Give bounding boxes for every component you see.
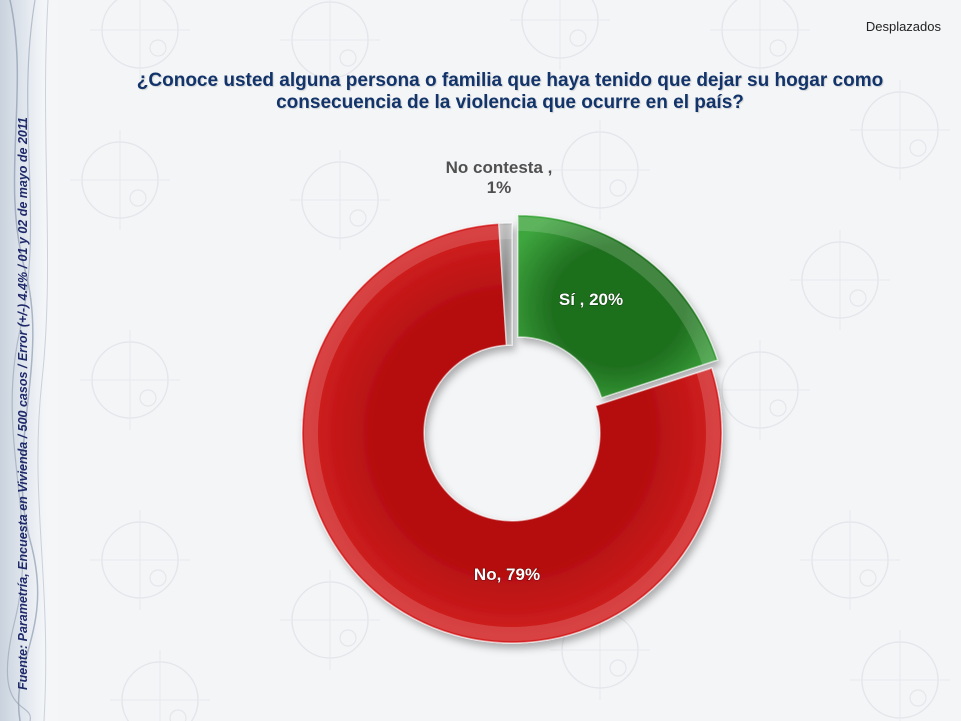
label-no: No, 79% <box>474 565 540 584</box>
watermark-motif <box>710 340 810 440</box>
slice-no-contesta-bevel <box>498 225 512 240</box>
watermark-motif <box>850 80 950 180</box>
watermark-motif <box>90 0 190 80</box>
watermark-motif <box>70 130 170 230</box>
slice-no-contesta <box>498 222 513 346</box>
watermark-motif <box>80 330 180 430</box>
label-no-contesta: No contesta , 1% <box>446 158 553 197</box>
watermark-motif <box>850 630 950 721</box>
watermark-motif <box>110 650 210 721</box>
decorative-side-strip <box>0 0 60 721</box>
watermark-motif <box>280 0 380 90</box>
label-si: Sí , 20% <box>559 290 623 309</box>
survey-question: ¿Conoce usted alguna persona o familia q… <box>136 70 884 113</box>
watermark-motif <box>280 570 380 670</box>
watermark-motif <box>790 230 890 330</box>
section-tag: Desplazados <box>865 19 941 34</box>
watermark-motif <box>510 0 610 70</box>
watermark-motif <box>710 0 810 80</box>
watermark-motif <box>800 510 900 610</box>
slice-si-bevel <box>517 216 716 365</box>
slice-no <box>301 222 723 644</box>
watermark-motif <box>550 120 650 220</box>
slice-si <box>517 214 719 399</box>
watermark-motif <box>90 510 190 610</box>
watermark-motif <box>290 150 390 250</box>
